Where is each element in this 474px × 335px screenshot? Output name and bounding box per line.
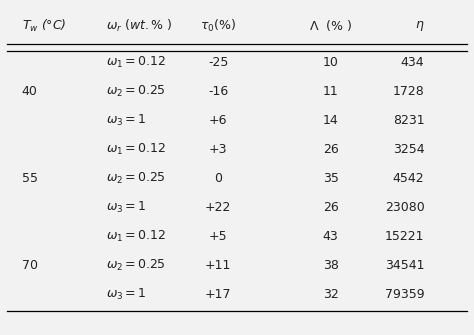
Text: +22: +22 bbox=[205, 201, 231, 213]
Text: 3254: 3254 bbox=[393, 143, 424, 155]
Text: $\omega_3 = 1$: $\omega_3 = 1$ bbox=[106, 199, 146, 215]
Text: $\Lambda$  $(\%$ $)$: $\Lambda$ $(\%$ $)$ bbox=[309, 18, 352, 34]
Text: 38: 38 bbox=[323, 259, 338, 271]
Text: $\tau_0(\%)$: $\tau_0(\%)$ bbox=[200, 18, 236, 34]
Text: +11: +11 bbox=[205, 259, 231, 271]
Text: 55: 55 bbox=[21, 172, 37, 185]
Text: 15221: 15221 bbox=[385, 229, 424, 243]
Text: $T_w$ ($°C$): $T_w$ ($°C$) bbox=[21, 18, 66, 34]
Text: 10: 10 bbox=[323, 56, 338, 69]
Text: 26: 26 bbox=[323, 143, 338, 155]
Text: 40: 40 bbox=[21, 84, 37, 97]
Text: 32: 32 bbox=[323, 287, 338, 300]
Text: 79359: 79359 bbox=[385, 287, 424, 300]
Text: $\omega_3 = 1$: $\omega_3 = 1$ bbox=[106, 113, 146, 128]
Text: 34541: 34541 bbox=[385, 259, 424, 271]
Text: 14: 14 bbox=[323, 114, 338, 127]
Text: 4542: 4542 bbox=[393, 172, 424, 185]
Text: 26: 26 bbox=[323, 201, 338, 213]
Text: $\omega_r$ $(wt.\%$ $)$: $\omega_r$ $(wt.\%$ $)$ bbox=[106, 18, 172, 34]
Text: -25: -25 bbox=[208, 56, 228, 69]
Text: $\omega_2 = 0.25$: $\omega_2 = 0.25$ bbox=[106, 171, 166, 186]
Text: $\omega_3 = 1$: $\omega_3 = 1$ bbox=[106, 286, 146, 302]
Text: $\omega_2 = 0.25$: $\omega_2 = 0.25$ bbox=[106, 258, 166, 273]
Text: $\omega_1 = 0.12$: $\omega_1 = 0.12$ bbox=[106, 141, 166, 156]
Text: $\omega_1 = 0.12$: $\omega_1 = 0.12$ bbox=[106, 55, 166, 70]
Text: 70: 70 bbox=[21, 259, 37, 271]
Text: 35: 35 bbox=[323, 172, 338, 185]
Text: -16: -16 bbox=[208, 84, 228, 97]
Text: $\omega_2 = 0.25$: $\omega_2 = 0.25$ bbox=[106, 83, 166, 98]
Text: 0: 0 bbox=[214, 172, 222, 185]
Text: 1728: 1728 bbox=[392, 84, 424, 97]
Text: +3: +3 bbox=[209, 143, 228, 155]
Text: +5: +5 bbox=[209, 229, 228, 243]
Text: 8231: 8231 bbox=[393, 114, 424, 127]
Text: 11: 11 bbox=[323, 84, 338, 97]
Text: 23080: 23080 bbox=[384, 201, 424, 213]
Text: $\eta$: $\eta$ bbox=[415, 19, 424, 33]
Text: 434: 434 bbox=[401, 56, 424, 69]
Text: $\omega_1 = 0.12$: $\omega_1 = 0.12$ bbox=[106, 228, 166, 244]
Text: +17: +17 bbox=[205, 287, 231, 300]
Text: 43: 43 bbox=[323, 229, 338, 243]
Text: +6: +6 bbox=[209, 114, 228, 127]
